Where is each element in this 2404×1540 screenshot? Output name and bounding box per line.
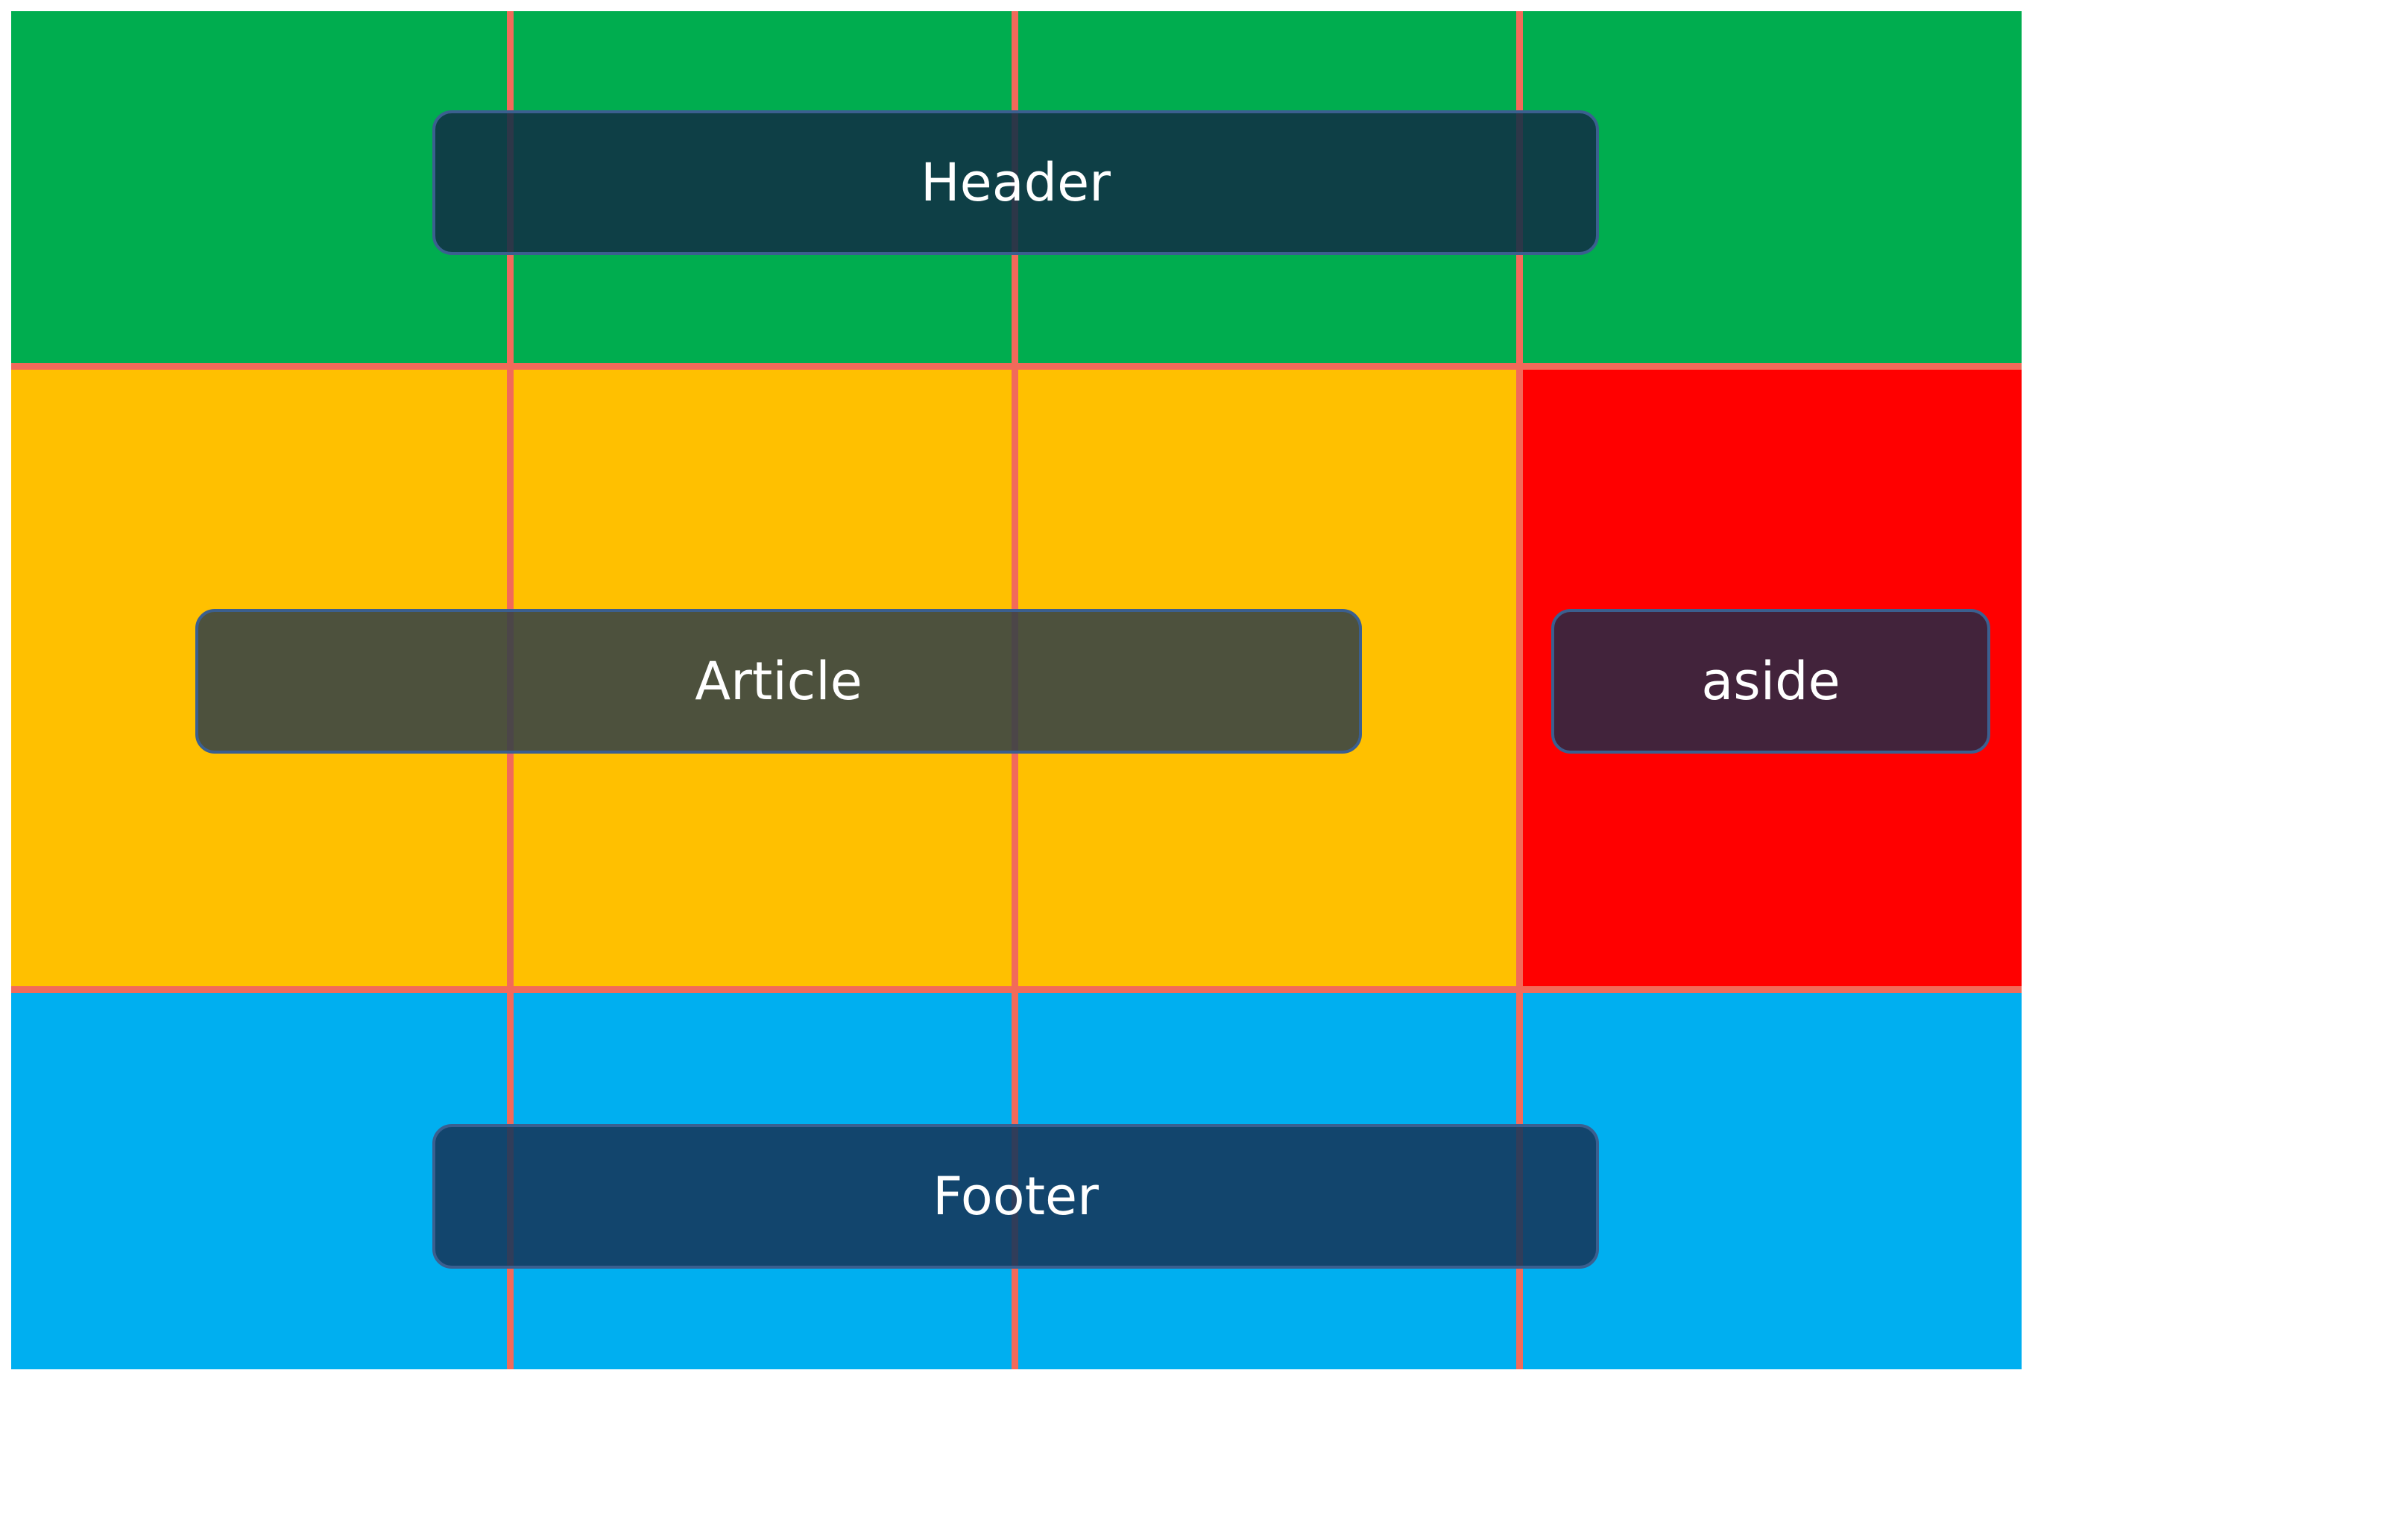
header-label: Header [432, 110, 1599, 255]
grid-row-line-1 [11, 363, 2022, 370]
grid-row-line-2 [11, 986, 2022, 993]
grid-layout-diagram: Header Article aside Footer [11, 11, 2022, 1369]
aside-label: aside [1551, 609, 1990, 754]
footer-label: Footer [432, 1124, 1599, 1269]
grid-column-line-3 [1516, 11, 1523, 1369]
article-label: Article [195, 609, 1362, 754]
